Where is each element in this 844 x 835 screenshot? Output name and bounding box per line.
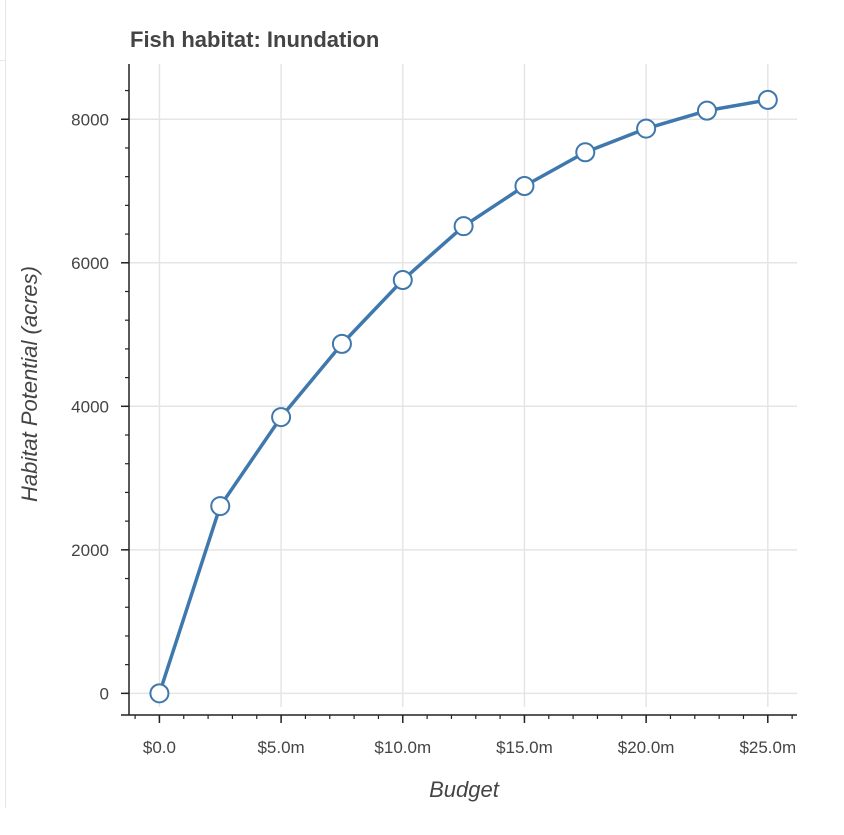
y-tick-label: 0 bbox=[100, 684, 109, 703]
y-tick-label: 2000 bbox=[71, 541, 109, 560]
x-tick-label: $25.0m bbox=[739, 738, 796, 757]
y-tick-label: 6000 bbox=[71, 254, 109, 273]
data-point-marker bbox=[210, 496, 231, 517]
y-tick-label: 8000 bbox=[71, 110, 109, 129]
data-point-marker bbox=[392, 270, 413, 291]
x-tick-label: $20.0m bbox=[618, 738, 675, 757]
data-point-marker bbox=[757, 89, 778, 110]
x-tick-label: $5.0m bbox=[257, 738, 304, 757]
data-point-marker bbox=[271, 407, 292, 428]
panel-left-border-tick bbox=[0, 60, 5, 61]
data-point-marker bbox=[453, 216, 474, 237]
series-line bbox=[157, 98, 769, 694]
data-point-marker bbox=[514, 175, 535, 196]
chart-title: Fish habitat: Inundation bbox=[130, 27, 379, 52]
x-tick-label: $15.0m bbox=[496, 738, 553, 757]
data-point-marker bbox=[696, 100, 717, 121]
y-tick-label: 4000 bbox=[71, 397, 109, 416]
data-point-marker bbox=[331, 333, 352, 354]
data-point-marker bbox=[149, 683, 170, 704]
grid-lines bbox=[129, 64, 797, 707]
x-tick-label: $10.0m bbox=[374, 738, 431, 757]
axes: 0 2000 4000 6000 8000 $0.0 $5.0m $10.0m $15.0m $2… bbox=[71, 64, 797, 757]
y-axis-label: Habitat Potential (acres) bbox=[17, 266, 42, 502]
panel-left-border bbox=[0, 0, 6, 808]
x-axis-label: Budget bbox=[429, 777, 500, 802]
data-point-marker bbox=[636, 118, 657, 139]
series-layer bbox=[149, 89, 778, 704]
x-tick-label: $0.0 bbox=[143, 738, 176, 757]
data-point-marker bbox=[575, 142, 596, 163]
